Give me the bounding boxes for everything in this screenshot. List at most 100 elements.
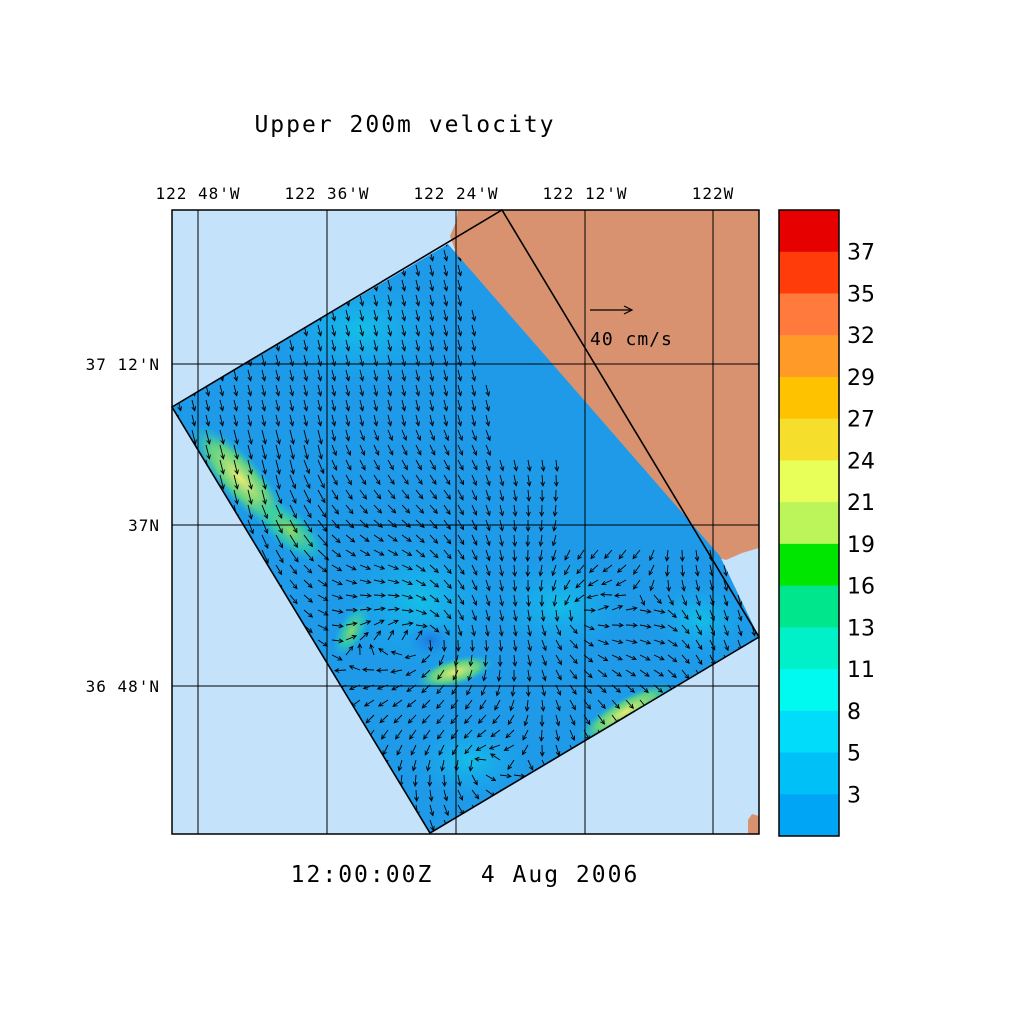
velocity-arrow [345, 384, 351, 397]
velocity-arrow [247, 414, 253, 427]
velocity-arrow [597, 623, 610, 629]
velocity-arrow [471, 594, 478, 607]
velocity-arrow [401, 629, 408, 641]
velocity-arrow [317, 324, 323, 337]
velocity-arrow [443, 309, 449, 322]
velocity-arrow [443, 789, 449, 802]
velocity-arrow [586, 594, 599, 600]
velocity-arrow [401, 399, 407, 412]
velocity-arrow [405, 669, 417, 676]
velocity-arrow [737, 609, 743, 622]
velocity-arrow [345, 339, 351, 352]
velocity-arrow [438, 744, 445, 756]
velocity-arrow [275, 489, 283, 505]
velocity-arrow [429, 414, 435, 427]
velocity-arrow [401, 549, 413, 557]
velocity-arrow [664, 564, 670, 578]
velocity-arrow [387, 279, 393, 292]
velocity-arrow [583, 607, 597, 613]
velocity-arrow [406, 699, 417, 708]
velocity-arrow [401, 294, 407, 307]
velocity-arrow [359, 549, 371, 556]
velocity-arrow [512, 489, 518, 502]
velocity-arrow [526, 474, 532, 487]
velocity-arrow [415, 399, 421, 412]
velocity-arrow [457, 294, 463, 307]
velocity-arrow [425, 759, 431, 772]
velocity-arrow [401, 474, 409, 485]
lat-label-37n: 37N [128, 516, 160, 535]
velocity-arrow [275, 429, 281, 445]
velocity-arrow [401, 519, 412, 528]
velocity-arrow [359, 489, 368, 500]
velocity-arrow [331, 638, 344, 644]
velocity-arrow [492, 714, 501, 725]
velocity-arrow [303, 459, 311, 475]
velocity-arrow [499, 534, 504, 547]
velocity-arrow [373, 459, 380, 471]
velocity-arrow [387, 444, 394, 456]
velocity-arrow [694, 549, 700, 562]
velocity-arrow [522, 729, 529, 741]
velocity-arrow [331, 459, 338, 471]
velocity-arrow [373, 324, 379, 337]
velocity-arrow [233, 384, 239, 397]
velocity-arrow [331, 609, 344, 614]
velocity-arrow [539, 594, 545, 608]
velocity-arrow [648, 564, 655, 576]
velocity-arrow [331, 399, 337, 412]
velocity-arrow [525, 579, 531, 593]
velocity-arrow [443, 594, 452, 605]
velocity-arrow [205, 399, 211, 412]
velocity-arrow [597, 714, 605, 725]
velocity-arrow [404, 654, 417, 660]
velocity-arrow [429, 279, 435, 292]
velocity-arrow [568, 609, 574, 622]
velocity-arrow [525, 534, 531, 548]
velocity-arrow [373, 489, 382, 500]
velocity-arrow [443, 399, 449, 412]
velocity-arrow [639, 669, 650, 677]
velocity-arrow [553, 474, 559, 488]
velocity-arrow [275, 564, 283, 576]
velocity-arrow [527, 624, 532, 637]
velocity-arrow [373, 579, 386, 584]
velocity-arrow [681, 579, 686, 592]
velocity-arrow [415, 629, 423, 641]
velocity-arrow [261, 444, 267, 460]
velocity-arrow [457, 774, 462, 787]
colorbar-swatch [779, 418, 839, 461]
velocity-arrow [485, 429, 491, 442]
velocity-arrow [443, 444, 450, 456]
velocity-arrow [541, 624, 547, 637]
velocity-arrow [471, 429, 477, 442]
velocity-arrow [387, 324, 393, 337]
velocity-arrow [429, 519, 438, 530]
velocity-arrow [359, 474, 367, 486]
colorbar-label: 19 [847, 533, 875, 558]
velocity-arrow [390, 669, 403, 674]
velocity-arrow [219, 444, 225, 460]
velocity-arrow [289, 339, 295, 352]
velocity-arrow [421, 654, 431, 664]
colorbar-swatch [779, 543, 839, 587]
velocity-arrow [373, 519, 384, 528]
velocity-arrow [457, 534, 465, 546]
velocity-arrow [497, 654, 503, 668]
velocity-arrow [551, 579, 557, 592]
velocity-arrow [303, 489, 311, 504]
velocity-arrow [443, 459, 450, 471]
velocity-arrow [524, 699, 530, 712]
velocity-arrow [613, 593, 627, 598]
velocity-arrow [451, 744, 459, 756]
velocity-arrow [471, 609, 477, 622]
graticule [172, 210, 759, 834]
velocity-arrow [436, 699, 445, 710]
velocity-arrow [457, 549, 465, 561]
velocity-arrow [289, 534, 299, 549]
velocity-arrow [261, 504, 269, 520]
velocity-arrow [457, 369, 463, 382]
velocity-arrow [275, 504, 283, 520]
velocity-arrow [401, 534, 412, 542]
velocity-arrow [499, 594, 504, 607]
